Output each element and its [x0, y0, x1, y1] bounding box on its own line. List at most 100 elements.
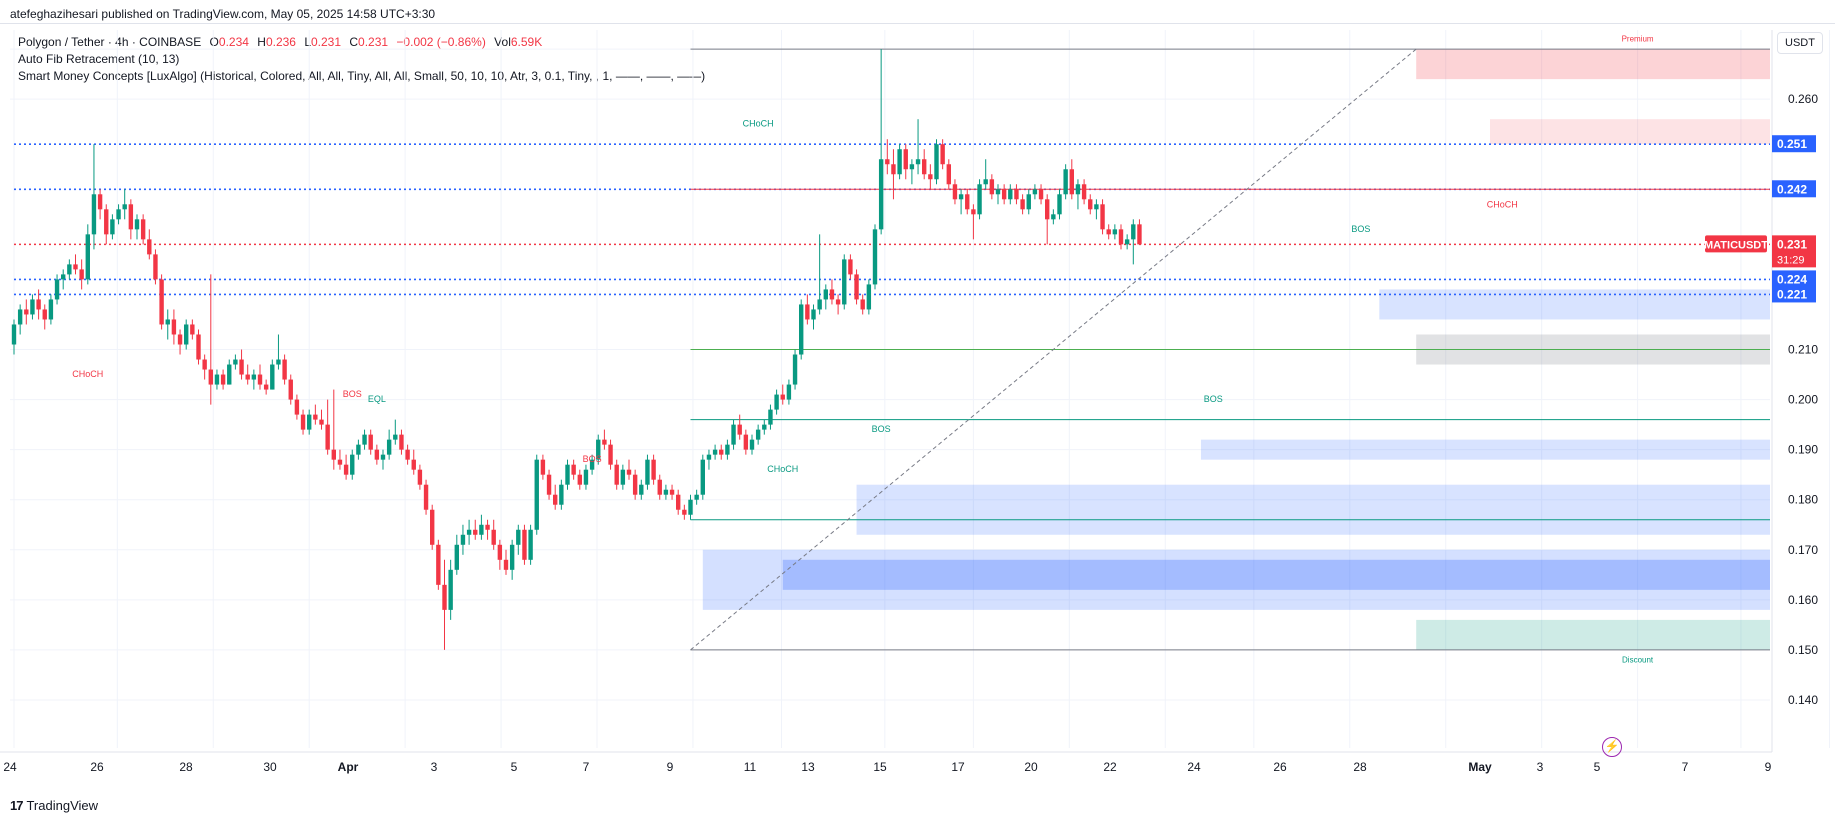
candle-body[interactable] — [848, 259, 853, 275]
candle-body[interactable] — [1045, 199, 1050, 220]
candle-body[interactable] — [1106, 229, 1111, 235]
candle-body[interactable] — [227, 364, 232, 385]
candle-body[interactable] — [436, 544, 441, 585]
candle-body[interactable] — [632, 474, 638, 495]
candle-body[interactable] — [1008, 189, 1013, 200]
candle-body[interactable] — [688, 499, 693, 515]
candle-body[interactable] — [110, 219, 115, 235]
candle-body[interactable] — [263, 384, 269, 390]
candle-body[interactable] — [755, 429, 761, 440]
indicator-fib[interactable]: Auto Fib Retracement (10, 13) — [18, 52, 180, 66]
candle-body[interactable] — [909, 164, 915, 170]
candle-body[interactable] — [251, 374, 257, 380]
candle-body[interactable] — [17, 309, 23, 325]
candle-body[interactable] — [989, 179, 995, 195]
candle-body[interactable] — [239, 359, 244, 375]
candle-body[interactable] — [466, 529, 472, 535]
candle-body[interactable] — [61, 274, 66, 280]
ohlc-row[interactable]: Polygon / Tether · 4h · COINBASE O0.234 … — [18, 34, 705, 51]
candle-body[interactable] — [583, 469, 589, 485]
candle-body[interactable] — [233, 359, 238, 365]
indicator-smc[interactable]: Smart Money Concepts [LuxAlgo] (Historic… — [18, 69, 706, 83]
candle-body[interactable] — [528, 529, 533, 560]
candle-body[interactable] — [639, 484, 644, 495]
candle-body[interactable] — [1075, 184, 1081, 195]
candle-body[interactable] — [817, 299, 822, 310]
candle-body[interactable] — [780, 394, 785, 400]
candle-body[interactable] — [1094, 204, 1099, 210]
candle-body[interactable] — [1057, 194, 1062, 215]
candle-body[interactable] — [596, 439, 601, 460]
candle-body[interactable] — [860, 299, 865, 310]
candle-body[interactable] — [122, 204, 127, 210]
symbol-label[interactable]: Polygon / Tether · 4h · COINBASE — [18, 35, 202, 49]
candle-body[interactable] — [866, 284, 872, 310]
candle-body[interactable] — [405, 449, 410, 460]
candle-body[interactable] — [774, 394, 779, 410]
candle-body[interactable] — [553, 494, 558, 505]
candle-body[interactable] — [928, 174, 933, 180]
candle-body[interactable] — [134, 219, 140, 230]
candle-body[interactable] — [983, 179, 988, 185]
candle-body[interactable] — [196, 334, 201, 360]
candle-body[interactable] — [313, 414, 318, 420]
candle-body[interactable] — [325, 424, 330, 450]
candle-body[interactable] — [479, 524, 484, 535]
candle-body[interactable] — [669, 489, 675, 495]
candle-body[interactable] — [811, 309, 816, 320]
candle-body[interactable] — [116, 209, 121, 220]
candle-body[interactable] — [442, 584, 447, 610]
candle-body[interactable] — [331, 449, 336, 460]
candle-body[interactable] — [509, 544, 515, 570]
candle-body[interactable] — [85, 234, 90, 280]
candle-body[interactable] — [885, 159, 890, 165]
candle-body[interactable] — [393, 434, 398, 440]
candle-body[interactable] — [417, 469, 423, 485]
candle-body[interactable] — [719, 449, 724, 455]
candle-body[interactable] — [337, 459, 343, 465]
candle-body[interactable] — [645, 459, 650, 485]
candle-body[interactable] — [1038, 189, 1044, 200]
candle-body[interactable] — [362, 434, 367, 445]
candle-body[interactable] — [694, 494, 699, 500]
candle-body[interactable] — [891, 164, 896, 175]
candle-body[interactable] — [307, 414, 312, 430]
candle-body[interactable] — [430, 509, 435, 545]
bolt-icon[interactable]: ⚡ — [1602, 737, 1622, 757]
candle-body[interactable] — [245, 374, 250, 380]
candle-body[interactable] — [485, 524, 490, 530]
candle-body[interactable] — [577, 474, 582, 485]
candle-body[interactable] — [128, 204, 134, 230]
candle-body[interactable] — [503, 559, 509, 570]
candle-body[interactable] — [91, 194, 97, 235]
candle-body[interactable] — [712, 449, 718, 455]
candle-body[interactable] — [1020, 199, 1025, 210]
candle-body[interactable] — [768, 409, 773, 425]
candle-body[interactable] — [522, 529, 527, 560]
candle-body[interactable] — [792, 354, 798, 385]
candle-body[interactable] — [749, 439, 755, 450]
candle-body[interactable] — [1131, 224, 1136, 240]
candle-body[interactable] — [762, 424, 767, 430]
candle-body[interactable] — [276, 359, 281, 365]
candle-body[interactable] — [491, 529, 496, 545]
candle-body[interactable] — [799, 304, 804, 355]
candle-body[interactable] — [516, 529, 521, 545]
candle-body[interactable] — [676, 494, 681, 510]
candle-body[interactable] — [1051, 214, 1056, 220]
candle-body[interactable] — [36, 299, 41, 310]
candle-body[interactable] — [208, 369, 213, 385]
candle-body[interactable] — [651, 459, 656, 480]
candle-body[interactable] — [220, 374, 226, 385]
candle-body[interactable] — [842, 259, 847, 305]
candle-body[interactable] — [497, 544, 503, 560]
candle-body[interactable] — [1088, 199, 1093, 210]
candle-body[interactable] — [614, 464, 619, 485]
candle-body[interactable] — [190, 324, 195, 335]
candle-body[interactable] — [971, 209, 976, 215]
candle-body[interactable] — [165, 319, 170, 325]
candle-body[interactable] — [934, 144, 939, 180]
candle-body[interactable] — [737, 424, 742, 435]
candle-body[interactable] — [940, 144, 945, 165]
candle-body[interactable] — [374, 449, 380, 460]
